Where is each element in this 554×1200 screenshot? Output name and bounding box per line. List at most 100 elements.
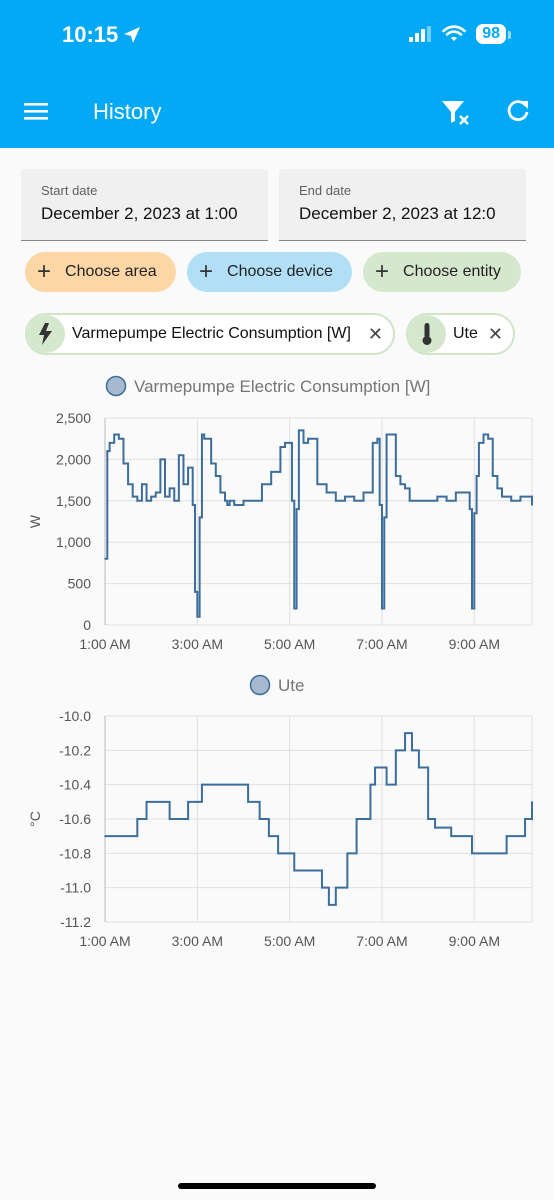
temperature-chart: Ute -10.0 -10.2 -10.4 -10.6 -10.8 -11.0 -11.2 1:…	[27, 674, 533, 949]
status-indicators: 98	[408, 24, 511, 44]
y-tick-label: 500	[68, 576, 92, 592]
data-point	[136, 500, 139, 502]
end-date-label: End date	[299, 183, 352, 198]
data-point	[475, 475, 478, 477]
data-point	[295, 508, 298, 510]
data-point	[279, 446, 282, 448]
remove-icon[interactable]: ✕	[367, 323, 383, 344]
data-point	[399, 483, 402, 486]
data-point	[145, 500, 148, 502]
menu-icon[interactable]	[24, 100, 50, 122]
x-tick-label: 3:00 AM	[172, 636, 223, 652]
choose-area-button[interactable]: + Choose area	[25, 252, 176, 292]
data-point	[182, 483, 185, 486]
plus-icon: +	[199, 258, 214, 285]
data-point	[427, 500, 429, 502]
data-point	[404, 487, 406, 490]
data-point	[531, 801, 533, 803]
legend-label: Varmepumpe Electric Consumption [W]	[134, 377, 430, 396]
data-point	[307, 437, 309, 440]
y-tick-label: 2,000	[56, 451, 91, 467]
data-point	[210, 462, 212, 465]
data-point	[214, 475, 217, 477]
data-point	[395, 475, 397, 477]
data-point	[251, 500, 254, 502]
legend-marker	[105, 375, 127, 397]
x-tick-label: 5:00 AM	[264, 636, 315, 652]
data-point	[501, 495, 503, 498]
data-point	[478, 442, 480, 444]
data-point	[321, 886, 323, 889]
data-point	[411, 749, 413, 752]
remove-icon[interactable]: ✕	[487, 323, 503, 344]
lightning-icon	[27, 315, 65, 353]
data-point	[136, 818, 139, 820]
x-tick-label: 7:00 AM	[356, 933, 407, 949]
data-point	[395, 749, 397, 752]
data-point	[385, 433, 388, 436]
clear-filter-icon[interactable]	[440, 99, 472, 127]
data-point	[455, 491, 457, 494]
refresh-icon[interactable]	[505, 99, 531, 125]
data-point	[104, 835, 106, 837]
data-point	[224, 500, 226, 502]
selected-entity-label: Ute	[453, 325, 478, 342]
data-point	[376, 437, 379, 440]
data-point	[118, 437, 120, 440]
data-point	[482, 433, 485, 436]
data-point	[293, 607, 296, 610]
status-time: 10:15	[62, 22, 142, 48]
data-point	[178, 454, 180, 457]
data-point	[325, 491, 328, 494]
data-point	[355, 818, 358, 820]
data-point	[270, 471, 272, 473]
data-point	[108, 442, 111, 444]
plus-icon: +	[37, 258, 52, 285]
data-point	[168, 818, 171, 820]
selected-entity-chip[interactable]: Ute ✕	[406, 313, 515, 355]
wifi-icon	[442, 25, 467, 41]
data-point	[203, 437, 206, 440]
data-point	[247, 801, 249, 803]
data-point	[335, 500, 337, 502]
choose-entity-button[interactable]: + Choose entity	[363, 252, 521, 292]
choose-area-label: Choose area	[65, 263, 157, 280]
data-point	[233, 504, 236, 506]
data-point	[201, 433, 203, 436]
data-point	[445, 500, 448, 502]
data-point	[378, 504, 381, 506]
data-point	[328, 904, 330, 906]
data-point	[450, 835, 453, 837]
data-point	[473, 512, 476, 515]
data-point	[298, 429, 300, 432]
choose-device-button[interactable]: + Choose device	[187, 252, 352, 292]
y-tick-label: -10.2	[59, 742, 91, 758]
data-point	[113, 433, 116, 436]
data-point	[383, 516, 386, 519]
legend-marker	[249, 674, 271, 696]
start-date-field[interactable]: Start date December 2, 2023 at 1:00	[21, 169, 268, 241]
data-point	[168, 487, 171, 490]
data-point	[201, 783, 203, 786]
data-point	[316, 483, 319, 486]
y-tick-label: 2,500	[56, 410, 91, 426]
data-point	[187, 466, 189, 469]
data-point	[106, 450, 109, 452]
selected-entity-chip[interactable]: Varmepumpe Electric Consumption [W] ✕	[25, 313, 395, 355]
y-tick-label: 0	[83, 617, 91, 633]
data-point	[505, 835, 508, 837]
data-point	[418, 766, 420, 769]
x-tick-label: 7:00 AM	[356, 636, 407, 652]
data-point	[194, 591, 196, 593]
data-point	[427, 818, 429, 820]
data-point	[346, 852, 349, 855]
x-tick-label: 1:00 AM	[79, 933, 130, 949]
end-date-field[interactable]: End date December 2, 2023 at 12:0	[279, 169, 526, 241]
y-tick-label: -10.0	[59, 708, 91, 724]
data-point	[131, 495, 134, 498]
x-tick-label: 9:00 AM	[449, 636, 500, 652]
data-point	[510, 500, 513, 502]
data-point	[268, 835, 270, 837]
data-point	[150, 495, 152, 498]
data-point	[374, 766, 376, 769]
